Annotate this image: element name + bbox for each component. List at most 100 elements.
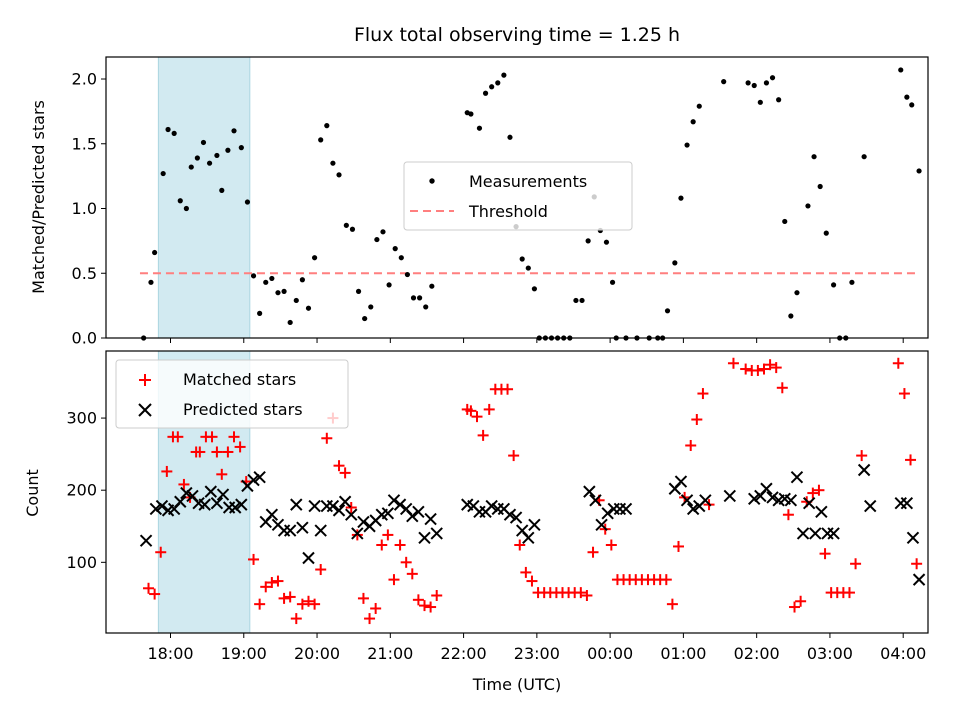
predicted-star-point — [283, 524, 297, 537]
matched-star-point — [248, 553, 260, 565]
matched-star-point — [315, 564, 327, 576]
measurement-point — [495, 80, 501, 86]
x-axis-label: Time (UTC) — [472, 675, 561, 694]
measurement-point — [916, 168, 922, 174]
measurement-point — [904, 94, 910, 100]
x-tick-label: 04:00 — [880, 644, 926, 663]
predicted-star-point — [345, 508, 358, 521]
matched-star-point — [782, 509, 794, 521]
predicted-star-point — [748, 492, 761, 506]
predicted-star-point — [815, 505, 828, 519]
measurement-point — [404, 271, 411, 278]
predicted-star-point — [204, 485, 218, 498]
top-y-tick-label: 0.5 — [72, 264, 97, 283]
top-legend-frame — [403, 161, 633, 231]
measurement-point — [386, 282, 392, 288]
matched-star-point — [425, 601, 437, 613]
matched-star-point — [290, 613, 302, 625]
measurement-point — [398, 255, 404, 261]
matched-star-point — [752, 364, 764, 376]
predicted-star-point — [723, 489, 737, 503]
measurement-point — [794, 290, 800, 296]
measurement-point — [293, 297, 299, 304]
measurement-point — [672, 260, 678, 266]
matched-star-point — [302, 595, 314, 607]
measurement-point — [817, 183, 823, 190]
measurement-point — [531, 286, 538, 292]
x-tick-label: 02:00 — [734, 644, 780, 663]
measurement-point — [231, 128, 237, 134]
predicted-star-point — [393, 498, 407, 511]
x-tick-label: 18:00 — [147, 644, 193, 663]
matched-stars-points — [143, 357, 923, 625]
predicted-star-point — [827, 527, 840, 540]
top-y-tick-label: 2.0 — [72, 70, 97, 89]
matched-star-point — [376, 539, 388, 551]
matched-star-point — [911, 558, 923, 570]
measurement-point — [171, 130, 177, 137]
bottom-panel: 100 200 300 18:00 19:00 20:00 21:00 22:00 23:00… — [23, 350, 929, 694]
matched-star-point — [660, 574, 672, 586]
top-legend: Measurements Threshold — [403, 161, 633, 231]
predicted-star-point — [387, 494, 401, 507]
matched-star-point — [394, 539, 406, 551]
matched-star-point — [508, 450, 520, 462]
measurement-point — [468, 111, 474, 117]
matched-star-point — [178, 478, 190, 490]
measurement-point — [343, 222, 349, 228]
measurement-point — [751, 82, 757, 89]
bottom-y-axis-label: Count — [23, 469, 42, 517]
matched-star-point — [856, 450, 868, 462]
matched-star-point — [691, 414, 703, 426]
top-y-tick-label: 1.0 — [72, 199, 97, 218]
matched-star-point — [575, 587, 587, 599]
predicted-stars-points — [139, 463, 926, 586]
measurement-point — [380, 229, 386, 235]
measurement-point — [898, 67, 904, 73]
predicted-star-point — [686, 502, 700, 516]
bottom-y-tick-label: 300 — [66, 409, 97, 428]
matched-star-point — [819, 548, 831, 560]
matched-star-point — [520, 566, 532, 578]
top-shaded-region — [157, 56, 251, 339]
matched-star-point — [339, 467, 351, 479]
matched-star-point — [795, 595, 807, 607]
matched-star-point — [843, 587, 855, 599]
measurement-point — [721, 79, 727, 85]
measurement-point — [476, 125, 483, 131]
measurement-point — [776, 97, 782, 103]
x-tick-label: 19:00 — [221, 644, 267, 663]
predicted-star-point — [619, 502, 633, 516]
predicted-star-point — [180, 486, 193, 500]
matched-star-point — [776, 382, 788, 394]
top-panel: 0.00.51.01.52.0 Matched/Predicted stars … — [29, 56, 929, 348]
bottom-x-ticks: 18:00 19:00 20:00 21:00 22:00 23:00 00:00 01:00… — [147, 633, 926, 663]
x-tick-label: 20:00 — [294, 644, 340, 663]
measurement-point — [305, 305, 312, 311]
measurement-point — [263, 279, 269, 285]
predicted-star-point — [809, 527, 822, 540]
predicted-star-point — [864, 499, 877, 513]
measurement-point — [244, 199, 251, 205]
measurement-point — [183, 205, 189, 212]
measurements-legend-marker — [429, 178, 435, 184]
measurement-point — [349, 226, 356, 232]
matched-star-point — [333, 460, 345, 472]
measurement-point — [214, 152, 220, 159]
measurement-point — [525, 265, 531, 271]
measurement-point — [519, 256, 525, 262]
x-tick-label: 00:00 — [587, 644, 633, 663]
bottom-axes-frame — [105, 350, 929, 634]
predicted-star-point — [509, 511, 523, 524]
matched-star-point — [345, 502, 357, 514]
measurement-point — [769, 75, 776, 81]
matched-star-point — [284, 591, 296, 603]
matched-star-point — [194, 446, 206, 458]
predicted-star-point — [485, 499, 498, 513]
predicted-star-point — [680, 494, 694, 507]
predicted-star-point — [760, 482, 773, 495]
matched-star-point — [673, 540, 685, 552]
bottom-y-tick-label: 100 — [66, 553, 97, 572]
predicted-star-point — [332, 504, 346, 517]
